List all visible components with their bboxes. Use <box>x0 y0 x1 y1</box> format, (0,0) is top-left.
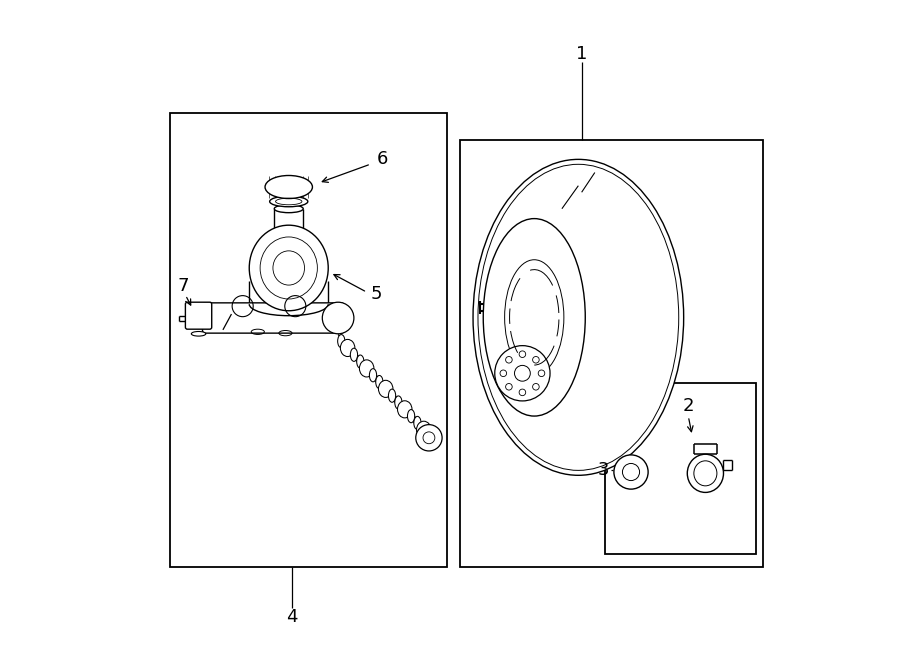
Ellipse shape <box>350 348 357 362</box>
Ellipse shape <box>395 396 402 409</box>
Text: 3: 3 <box>598 461 609 479</box>
Ellipse shape <box>270 196 308 207</box>
Bar <box>460 139 762 567</box>
FancyBboxPatch shape <box>185 302 211 329</box>
Ellipse shape <box>389 389 396 403</box>
Circle shape <box>322 302 354 334</box>
Text: 6: 6 <box>376 150 388 169</box>
Ellipse shape <box>417 421 431 438</box>
Ellipse shape <box>265 175 312 198</box>
Ellipse shape <box>688 454 724 492</box>
Ellipse shape <box>375 375 383 389</box>
Ellipse shape <box>192 331 206 336</box>
Text: 5: 5 <box>371 286 382 303</box>
Ellipse shape <box>356 355 364 368</box>
Circle shape <box>614 455 648 489</box>
Ellipse shape <box>414 416 421 430</box>
Text: 7: 7 <box>177 277 189 295</box>
Ellipse shape <box>379 380 393 397</box>
Ellipse shape <box>369 369 376 382</box>
Ellipse shape <box>249 225 328 311</box>
Bar <box>170 113 446 567</box>
Ellipse shape <box>408 410 415 423</box>
Ellipse shape <box>340 339 355 356</box>
Text: 4: 4 <box>286 608 298 626</box>
Circle shape <box>416 424 442 451</box>
Ellipse shape <box>483 219 585 416</box>
Ellipse shape <box>473 159 684 475</box>
Text: 1: 1 <box>576 45 588 63</box>
Text: 2: 2 <box>682 397 694 415</box>
Bar <box>605 383 756 555</box>
Ellipse shape <box>274 205 303 213</box>
Ellipse shape <box>359 360 374 377</box>
Circle shape <box>495 346 550 401</box>
Ellipse shape <box>338 334 345 348</box>
Ellipse shape <box>398 401 412 418</box>
FancyBboxPatch shape <box>202 303 344 333</box>
